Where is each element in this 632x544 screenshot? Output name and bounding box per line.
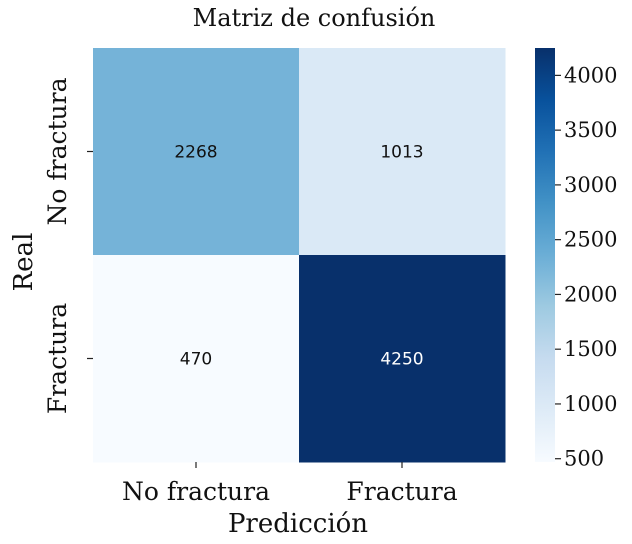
cell-value-label: 470 — [180, 350, 212, 370]
x-tick-label: No fractura — [122, 477, 270, 506]
colorbar-ticks: 500 1000 1500 2000 2500 3000 3500 4000 — [555, 63, 617, 471]
colorbar-tick-label: 4000 — [564, 63, 617, 87]
heatmap-cell — [93, 48, 300, 256]
colorbar-tick-label: 1500 — [564, 337, 617, 361]
x-axis-label: Predicción — [228, 509, 368, 539]
heatmap-cell — [299, 255, 506, 463]
colorbar — [535, 48, 555, 462]
y-tick-label: No fractura — [43, 77, 72, 225]
cell-value-label: 2268 — [174, 143, 217, 163]
heatmap-cells — [93, 48, 506, 463]
chart-title: Matriz de confusión — [193, 4, 436, 32]
heatmap-cell — [299, 48, 506, 256]
y-tick-label: Fractura — [43, 303, 72, 414]
colorbar-tick-label: 2000 — [564, 282, 617, 306]
heatmap-cell — [93, 255, 300, 463]
colorbar-tick-label: 3000 — [564, 173, 617, 197]
x-axis-ticks: No fractura Fractura — [122, 462, 458, 506]
y-axis-label: Real — [9, 233, 39, 292]
heatmap-cell-labels: 2268 1013 470 4250 — [174, 143, 423, 370]
cell-value-label: 1013 — [380, 143, 423, 163]
colorbar-tick-label: 2500 — [564, 228, 617, 252]
cell-value-label: 4250 — [380, 350, 423, 370]
y-axis-ticks: No fractura Fractura — [43, 77, 93, 414]
x-tick-label: Fractura — [346, 477, 457, 506]
colorbar-tick-label: 3500 — [564, 118, 617, 142]
colorbar-tick-label: 1000 — [564, 392, 617, 416]
colorbar-tick-label: 500 — [564, 447, 604, 471]
